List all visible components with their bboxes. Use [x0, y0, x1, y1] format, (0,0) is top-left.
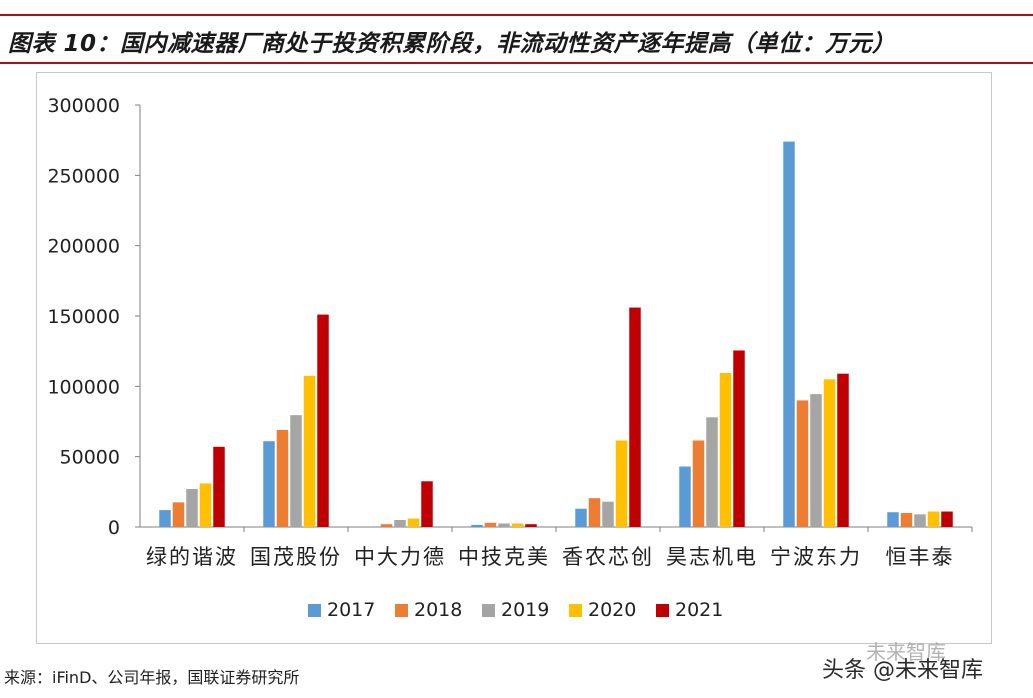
bar-2021-6	[733, 350, 745, 527]
bar-2018-8	[900, 512, 913, 527]
y-tick-label: 200000	[47, 236, 120, 258]
bar-2018-7	[796, 400, 809, 527]
bar-2020-7	[823, 379, 836, 527]
watermark: 头条 @未来智库	[822, 658, 983, 683]
bar-2017-4	[471, 524, 483, 527]
bar-2018-1	[172, 502, 185, 527]
bar-2020-6	[719, 372, 732, 527]
bar-2017-7	[783, 141, 795, 527]
y-tick-label: 250000	[47, 165, 120, 187]
top-rule	[0, 14, 1033, 16]
watermark-faint: 未来智库	[866, 640, 946, 664]
bar-2018-6	[692, 440, 705, 527]
title-rule	[0, 62, 1033, 64]
page-title: 图表 10：国内减速器厂商处于投资积累阶段，非流动性资产逐年提高（单位：万元）	[8, 31, 896, 57]
bar-2018-2	[276, 429, 289, 527]
bar-2018-4	[484, 522, 497, 527]
bar-2017-8	[887, 512, 899, 527]
bar-2021-7	[837, 373, 849, 527]
legend-swatch-2017	[308, 604, 321, 617]
bar-2019-1	[186, 489, 198, 527]
bar-2021-3	[421, 481, 433, 527]
bar-2018-5	[588, 498, 601, 527]
y-tick-label: 50000	[60, 447, 120, 469]
bar-2020-3	[407, 518, 420, 527]
legend-swatch-2018	[395, 604, 408, 617]
bar-2019-3	[394, 519, 406, 527]
y-tick-label: 0	[108, 517, 120, 539]
bar-2021-4	[525, 524, 537, 527]
legend-label-2019: 2019	[501, 599, 549, 621]
bar-2019-4	[498, 523, 510, 527]
y-tick-label: 100000	[47, 376, 120, 398]
bar-2018-3	[380, 524, 393, 527]
legend-label-2017: 2017	[327, 599, 375, 621]
x-tick-label: 恒丰泰	[886, 545, 955, 569]
x-tick-label: 宁波东力	[770, 545, 862, 569]
bar-2017-5	[575, 508, 587, 527]
bar-2019-5	[602, 501, 614, 527]
legend-swatch-2020	[569, 604, 582, 617]
bar-2021-8	[941, 511, 953, 527]
bar-2020-8	[927, 511, 940, 527]
bar-2019-2	[290, 415, 302, 527]
bar-2017-2	[263, 441, 275, 527]
bar-2019-6	[706, 417, 718, 527]
bar-2021-1	[213, 446, 225, 527]
legend-swatch-2021	[656, 604, 669, 617]
bar-2017-1	[159, 510, 171, 527]
x-tick-label: 绿的谐波	[146, 545, 238, 569]
legend-swatch-2019	[482, 604, 495, 617]
y-tick-label: 300000	[47, 95, 120, 117]
bar-2020-2	[303, 375, 316, 527]
x-tick-label: 中大力德	[354, 545, 446, 569]
bar-2020-1	[199, 483, 212, 527]
bar-2021-5	[629, 307, 641, 527]
source-note: 来源：iFinD、公司年报，国联证券研究所	[4, 668, 300, 687]
y-tick-label: 150000	[47, 306, 120, 328]
bar-2020-5	[615, 440, 628, 527]
legend-label-2020: 2020	[588, 599, 636, 621]
bar-2017-6	[679, 466, 691, 527]
bar-2021-2	[317, 314, 329, 527]
chart-frame	[36, 72, 992, 644]
bar-2019-7	[810, 394, 822, 527]
bar-2019-8	[914, 514, 926, 527]
legend-label-2018: 2018	[414, 599, 462, 621]
legend-label-2021: 2021	[675, 599, 723, 621]
x-tick-label: 香农芯创	[562, 545, 654, 569]
x-tick-label: 中技克美	[458, 545, 550, 569]
bar-2020-4	[511, 523, 524, 527]
x-tick-label: 昊志机电	[666, 545, 758, 569]
x-tick-label: 国茂股份	[250, 545, 342, 569]
